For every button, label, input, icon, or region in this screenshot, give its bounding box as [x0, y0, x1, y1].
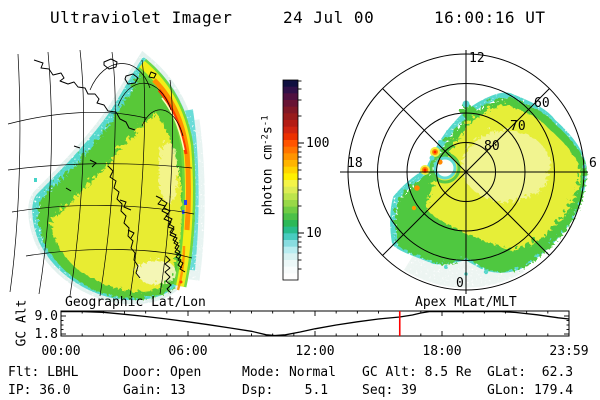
geo-panel-caption: Geographic Lat/Lon: [65, 295, 206, 310]
colorbar-svg: [282, 79, 304, 281]
status-dsp: Dsp: 5.1: [242, 383, 329, 398]
coastlines: [33, 58, 186, 294]
colorbar-tick-100: 100: [306, 136, 330, 151]
colorbar-tick-10: 10: [306, 226, 322, 241]
polar-panel-caption: Apex MLat/MLT: [415, 295, 517, 310]
xtick-0600: 06:00: [168, 344, 208, 359]
xtick-1200: 12:00: [295, 344, 335, 359]
header-time: 16:00:16 UT: [434, 8, 546, 27]
colorbar-unit-label: photon cm-2s-1: [260, 115, 276, 216]
lat-label-60: 60: [534, 96, 550, 111]
xtick-1800: 18:00: [422, 344, 462, 359]
lat-label-80: 80: [484, 139, 500, 154]
status-glon: GLon: 179.4: [487, 383, 574, 398]
lat-label-70: 70: [510, 119, 526, 134]
status-mode: Mode: Normal: [242, 365, 336, 380]
page-title: Ultraviolet Imager: [50, 8, 233, 27]
status-gc-alt: GC Alt: 8.5 Re: [362, 365, 472, 380]
mlt-label-0: 0: [456, 276, 464, 291]
polar-dial-grid: [340, 50, 588, 294]
latlon-grid: [7, 49, 195, 297]
xtick-2359: 23:59: [549, 344, 589, 359]
timeline-svg: [60, 310, 570, 337]
status-door: Door: Open: [123, 365, 202, 380]
mlt-label-18: 18: [347, 156, 363, 171]
status-flt: Flt: LBHL: [8, 365, 79, 380]
status-glat: GLat: 62.3: [487, 365, 574, 380]
status-ip: IP: 36.0: [8, 383, 71, 398]
status-seq: Seq: 39: [362, 383, 417, 398]
header-date: 24 Jul 00: [283, 8, 375, 27]
dayglow-arc: [137, 59, 196, 291]
mlt-label-12: 12: [469, 51, 485, 66]
polar-image-panel: 12 18 6 0 60 70 80: [340, 50, 597, 294]
mlt-label-6: 6: [589, 156, 597, 171]
status-gain: Gain: 13: [123, 383, 186, 398]
ytick-9: 9.0: [34, 309, 58, 324]
ytick-1: 1.8: [34, 327, 58, 342]
geo-image-panel: [7, 49, 205, 305]
gc-alt-curve: [61, 310, 570, 337]
xtick-0000: 00:00: [41, 344, 81, 359]
